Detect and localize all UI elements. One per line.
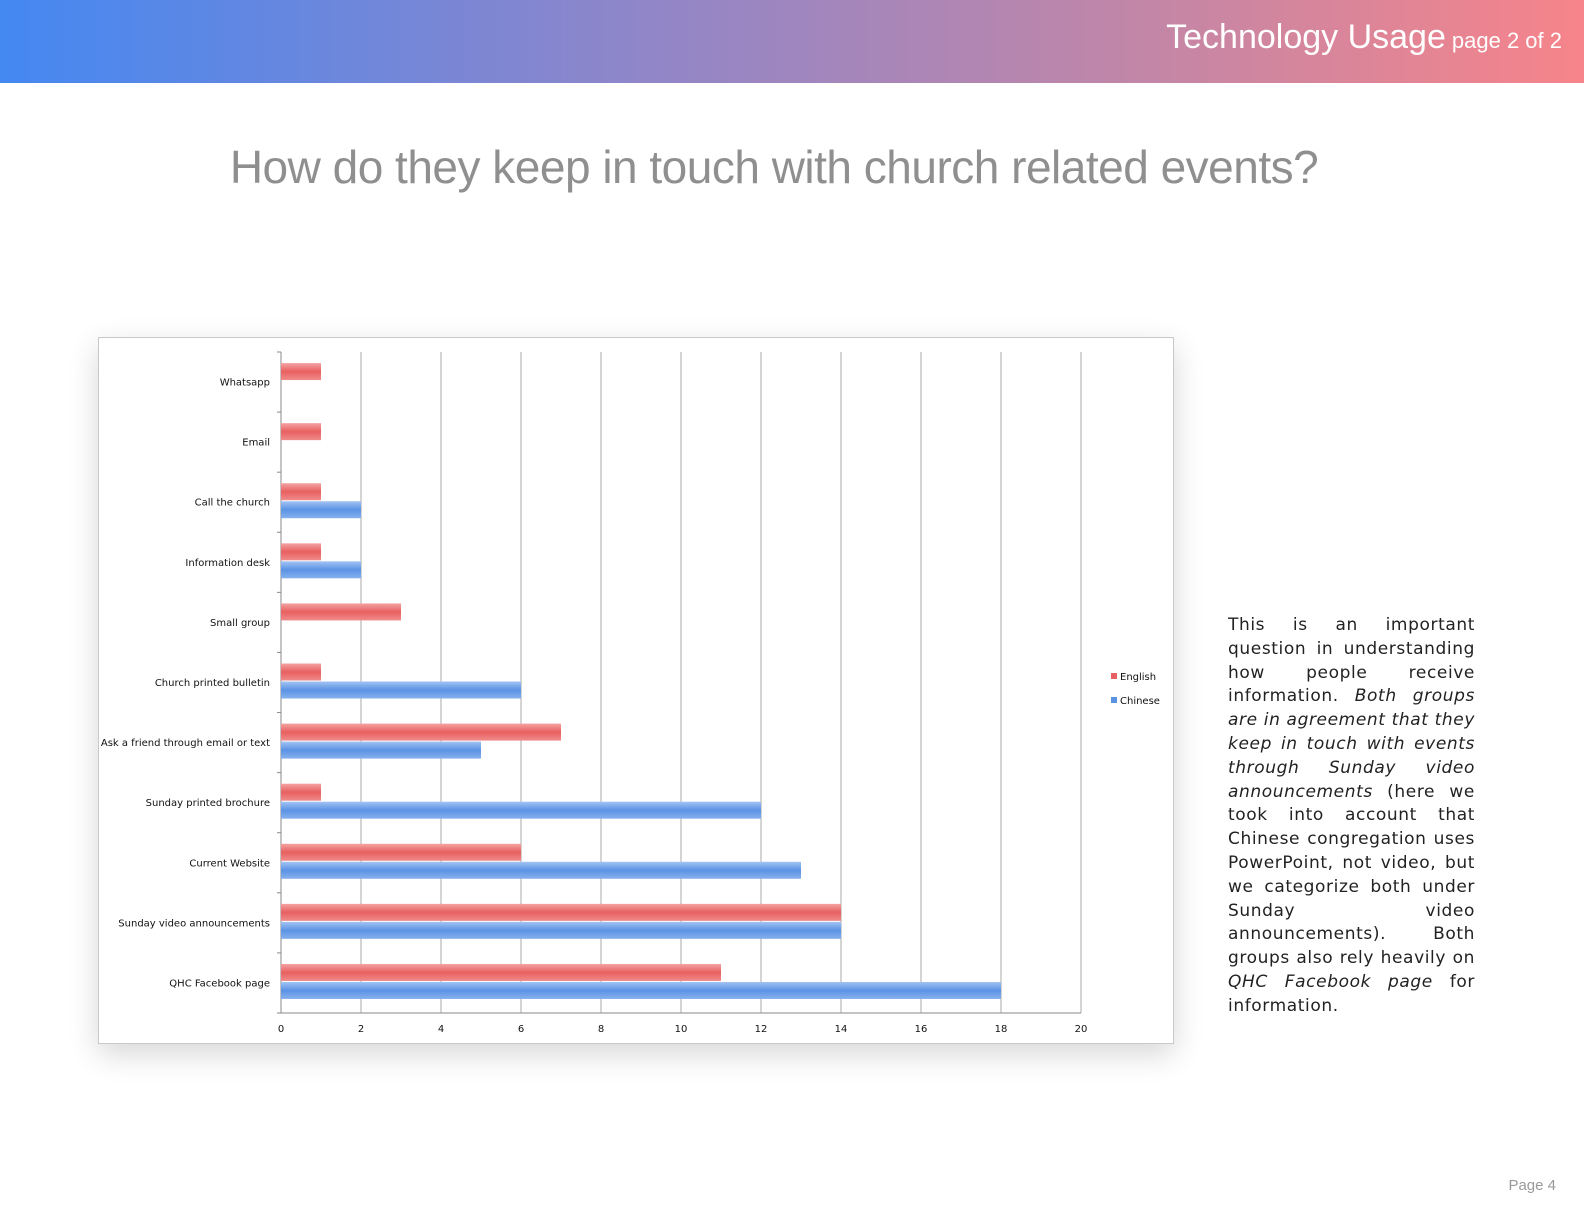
bar-chinese <box>281 921 841 939</box>
bar-chinese <box>281 801 761 819</box>
bar-chinese <box>281 561 361 579</box>
x-tick-label: 0 <box>278 1024 284 1035</box>
bar-chinese <box>281 501 361 519</box>
bar-english <box>281 543 321 561</box>
bar-chart: 0 2 4 6 8 10 12 14 16 18 20 Whatsapp Email Call the c… <box>101 351 1160 1035</box>
bar-chart-frame: 0 2 4 6 8 10 12 14 16 18 20 Whatsapp Email Call the c… <box>98 337 1174 1044</box>
bar-english <box>281 483 321 501</box>
bar-english <box>281 723 561 741</box>
x-tick-label: 6 <box>518 1024 524 1035</box>
x-tick-label: 16 <box>915 1024 928 1035</box>
legend-label-english: English <box>1120 672 1156 683</box>
x-tick-label: 18 <box>995 1024 1008 1035</box>
bar-english <box>281 603 401 621</box>
category-label: Sunday printed brochure <box>146 798 270 809</box>
x-tick-label: 14 <box>835 1024 848 1035</box>
bar-english <box>281 963 721 981</box>
page-number: Page 4 <box>1508 1177 1556 1194</box>
bar-chinese <box>281 981 1001 999</box>
legend-label-chinese: Chinese <box>1120 696 1160 707</box>
bar-english <box>281 843 521 861</box>
page-title: How do they keep in touch with church re… <box>229 141 1319 193</box>
x-tick-label: 12 <box>755 1024 768 1035</box>
category-label: Email <box>242 438 270 449</box>
bar-chinese <box>281 741 481 759</box>
header-page-indicator: page 2 of 2 <box>1451 28 1562 53</box>
bar-chinese <box>281 681 521 699</box>
header-bar: Technology Usage page 2 of 2 <box>0 0 1584 83</box>
category-label: QHC Facebook page <box>169 978 270 989</box>
x-tick-label: 2 <box>358 1024 364 1035</box>
bar-english <box>281 783 321 801</box>
x-tick-label: 20 <box>1075 1024 1088 1035</box>
category-label: Current Website <box>189 858 270 869</box>
header-title-main: Technology Usage <box>1166 18 1446 56</box>
legend-swatch-chinese <box>1111 697 1117 703</box>
note-text-3: for information. <box>1228 971 1475 1016</box>
category-label: Small group <box>210 618 270 629</box>
x-tick-label: 10 <box>675 1024 688 1035</box>
explanation-note: This is an important question in underst… <box>1228 614 1475 1019</box>
note-text-1: This is an important question in underst… <box>1228 615 1475 707</box>
category-label: Whatsapp <box>220 378 270 389</box>
note-text-2: (here we took into account that Chinese … <box>1228 781 1475 969</box>
legend-swatch-english <box>1111 673 1117 679</box>
bar-english <box>281 363 321 381</box>
note-emphasis-2: QHC Facebook page <box>1228 971 1433 992</box>
category-label: Information desk <box>185 558 270 569</box>
category-label: Sunday video announcements <box>118 918 270 929</box>
category-label: Church printed bulletin <box>155 678 270 689</box>
bar-chinese <box>281 861 801 879</box>
x-tick-label: 4 <box>438 1024 444 1035</box>
bar-english <box>281 423 321 441</box>
bar-english <box>281 663 321 681</box>
note-emphasis-1: Both groups are in agreement that they k… <box>1228 686 1475 802</box>
header-title: Technology Usage page 2 of 2 <box>1166 18 1562 57</box>
category-label: Call the church <box>195 498 270 509</box>
x-tick-label: 8 <box>598 1024 604 1035</box>
bar-english <box>281 903 841 921</box>
category-label: Ask a friend through email or text <box>101 738 270 749</box>
